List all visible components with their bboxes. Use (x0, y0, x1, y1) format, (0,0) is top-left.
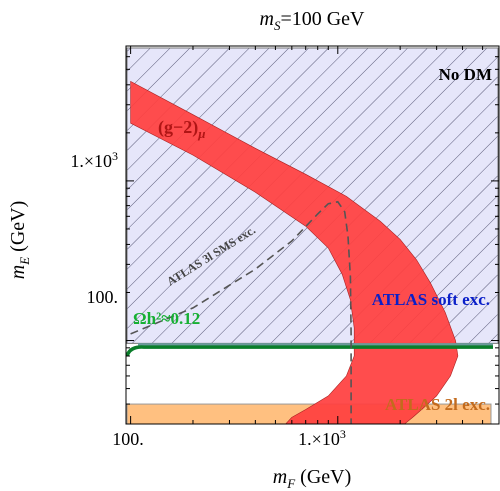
plot-frame (125, 45, 500, 425)
atlas-soft-label: ATLAS soft exc. (372, 290, 490, 309)
relic-curve (126, 345, 493, 357)
x-axis-title: mF (GeV) (273, 466, 352, 491)
x-tick-label-1000: 1.×103 (298, 427, 346, 449)
x-tick-label-100: 100. (112, 429, 144, 449)
relic-label: Ωh²≈0.12 (133, 309, 200, 328)
g2-band (130, 80, 459, 424)
chart-title: mS=100 GeV (260, 8, 366, 33)
axis-ticks (126, 45, 500, 425)
g2-label: (g−2)μ (158, 117, 205, 141)
y-tick-label-100: 100. (87, 287, 119, 307)
atlas-3l-curve (130, 200, 352, 424)
atlas-2l-label: ATLAS 2l exc. (385, 395, 490, 414)
no-dm-label: No DM (439, 65, 492, 84)
y-tick-label-1000: 1.×103 (70, 149, 118, 171)
y-axis-title: mE (GeV) (7, 201, 32, 280)
